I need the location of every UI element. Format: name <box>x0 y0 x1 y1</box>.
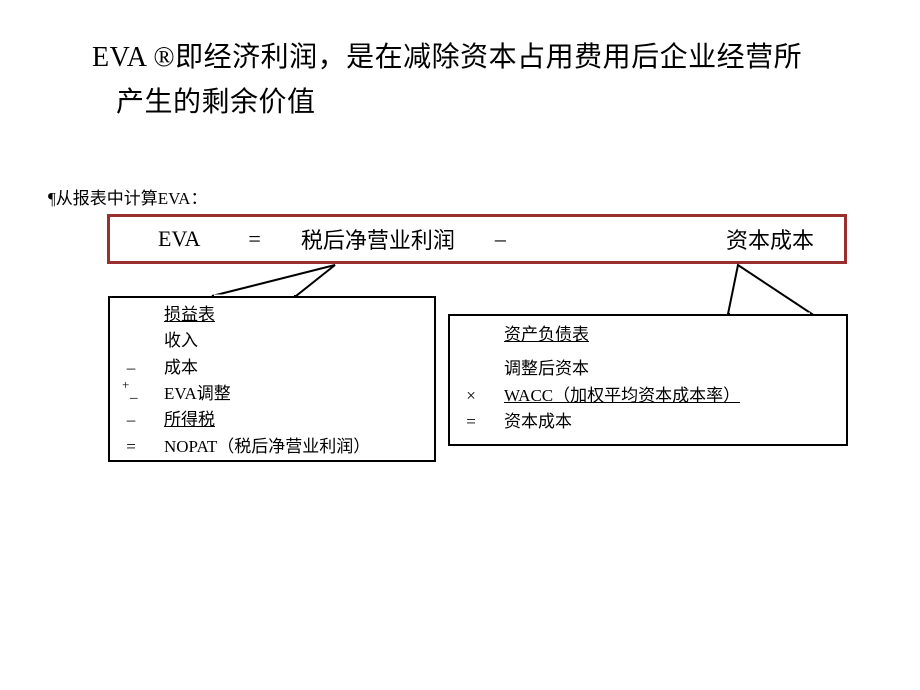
right-rows: 调整后资本×WACC（加权平均资本成本率）=资本成本 <box>460 356 836 435</box>
row-text: 所得税 <box>142 407 424 433</box>
left-header: 损益表 <box>142 302 424 328</box>
right-row: =资本成本 <box>460 409 836 435</box>
right-row: ×WACC（加权平均资本成本率） <box>460 383 836 409</box>
row-text: WACC（加权平均资本成本率） <box>482 383 836 409</box>
left-row: –成本 <box>120 355 424 381</box>
plus-minus-icon: +– <box>120 381 142 399</box>
row-text: 成本 <box>142 355 424 381</box>
formula-term1: 税后净营业利润 <box>301 223 455 255</box>
row-operator: × <box>460 383 482 409</box>
row-text: 调整后资本 <box>482 356 836 382</box>
left-rows: 收入–成本+–EVA调整–所得税= NOPAT（税后净营业利润） <box>120 328 424 460</box>
left-row: –所得税 <box>120 407 424 433</box>
formula-eq: = <box>248 226 260 252</box>
income-statement-box: 损益表 收入–成本+–EVA调整–所得税= NOPAT（税后净营业利润） <box>108 296 436 462</box>
row-text: EVA调整 <box>142 381 424 407</box>
row-text: NOPAT（税后净营业利润） <box>142 434 424 460</box>
row-text: 收入 <box>142 328 424 354</box>
right-header: 资产负债表 <box>482 322 836 348</box>
formula-term2: 资本成本 <box>726 223 814 255</box>
row-operator: = <box>460 409 482 435</box>
slide-title: EVA ®即经济利润，是在减除资本占用费用后企业经营所 产生的剩余价值 <box>92 36 852 126</box>
title-line2: 产生的剩余价值 <box>92 81 852 126</box>
row-operator: – <box>120 407 142 433</box>
row-operator: = <box>120 434 142 460</box>
right-row: 调整后资本 <box>460 356 836 382</box>
left-row: +–EVA调整 <box>120 381 424 407</box>
balance-sheet-box: 资产负债表 调整后资本×WACC（加权平均资本成本率）=资本成本 <box>448 314 848 446</box>
subtitle: ¶从报表中计算EVA： <box>48 184 207 209</box>
title-line1: EVA ®即经济利润，是在减除资本占用费用后企业经营所 <box>92 36 852 81</box>
formula-lhs: EVA <box>158 226 200 252</box>
left-row: = NOPAT（税后净营业利润） <box>120 434 424 460</box>
formula-minus: – <box>495 226 506 252</box>
left-row: 收入 <box>120 328 424 354</box>
row-text: 资本成本 <box>482 409 836 435</box>
formula-box: EVA = 税后净营业利润 – 资本成本 <box>107 214 847 264</box>
